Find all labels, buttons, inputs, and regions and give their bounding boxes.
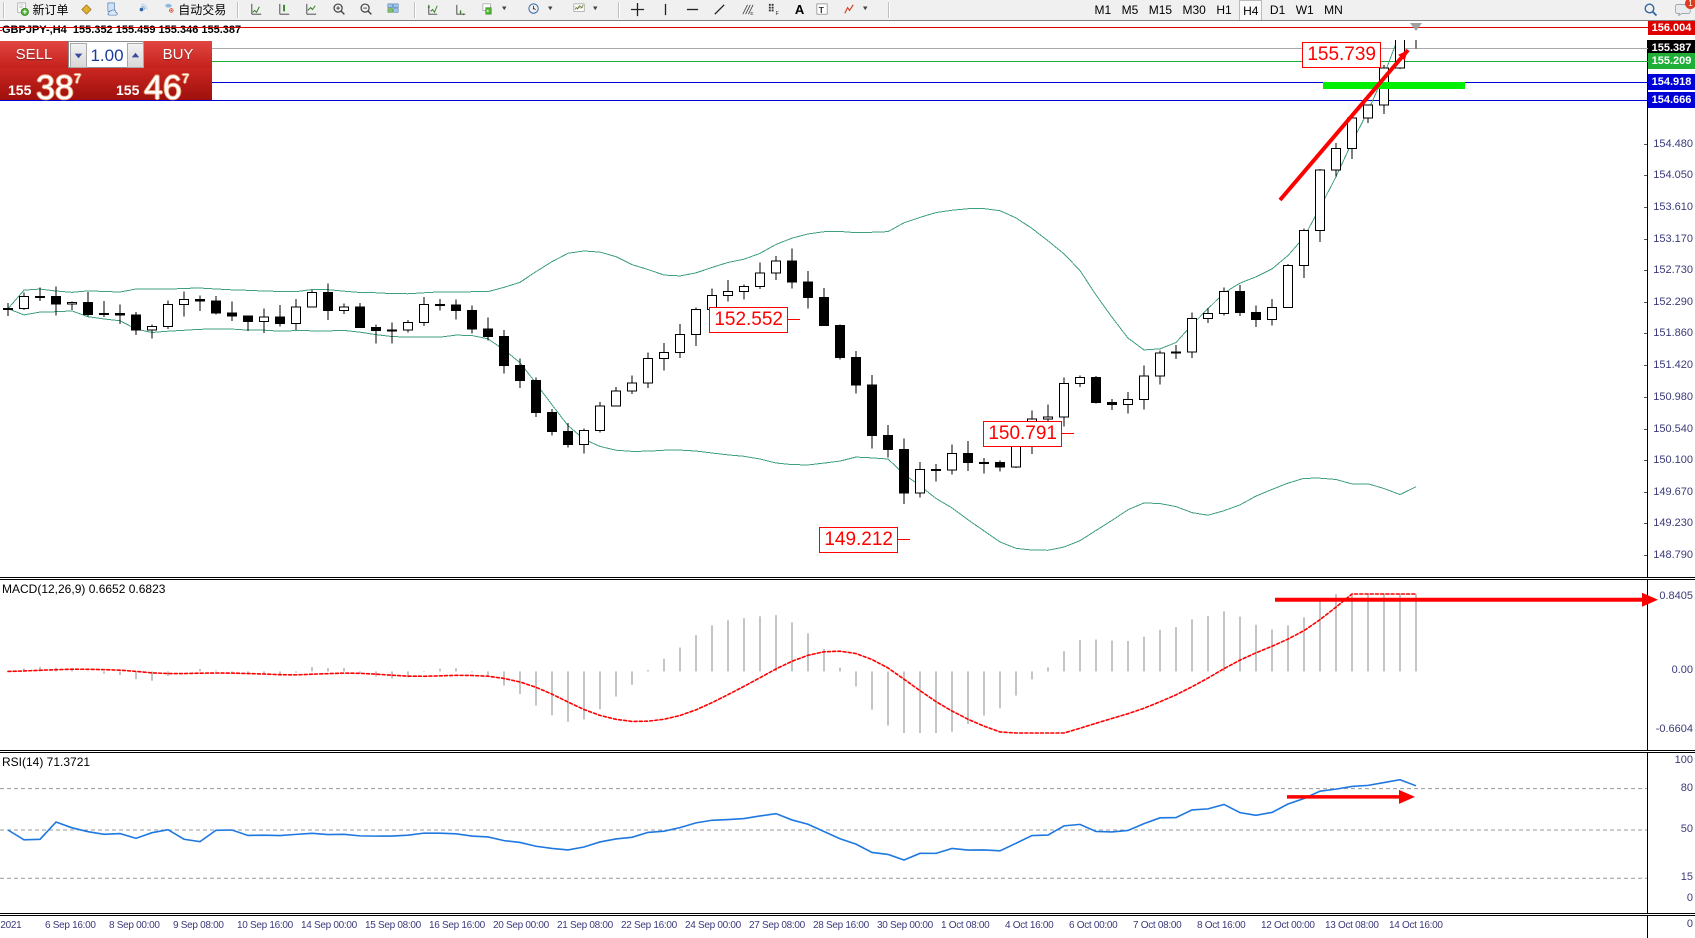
svg-text:F: F xyxy=(776,11,780,17)
svg-text:T: T xyxy=(818,5,824,15)
svg-text:E: E xyxy=(750,11,753,16)
